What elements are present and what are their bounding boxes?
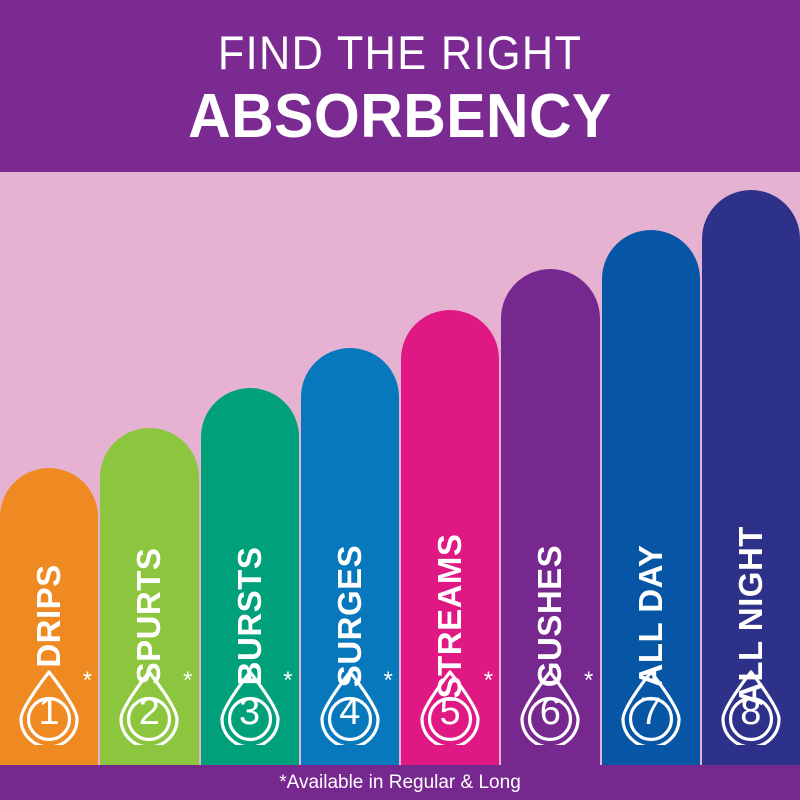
- bar-label-1: DRIPS: [30, 564, 68, 668]
- absorbency-level-number-1: 1: [38, 690, 60, 733]
- droplet-icon: 5 *: [413, 667, 493, 749]
- droplet-icon: 6 *: [513, 667, 593, 749]
- absorbency-level-number-7: 7: [640, 690, 662, 733]
- droplet-icon: 7: [614, 667, 688, 749]
- availability-note: *Available in Regular & Long: [279, 771, 521, 793]
- absorbency-bar-8[interactable]: ALL NIGHT 8: [701, 190, 800, 765]
- footer-note-bar: *Available in Regular & Long: [0, 765, 800, 800]
- absorbency-level-number-8: 8: [740, 690, 762, 733]
- bar-label-7: ALL DAY: [631, 544, 669, 688]
- absorbency-bar-chart: DRIPS 1 * SPURTS 2 * BURSTS 3 * SURGES 4 * STREAMS 5 *…: [0, 172, 800, 765]
- absorbency-level-number-6: 6: [539, 690, 561, 733]
- asterisk-marker-2: *: [183, 667, 193, 694]
- droplet-icon: 8: [714, 667, 788, 749]
- page-title-line1: FIND THE RIGHT: [217, 25, 583, 79]
- absorbency-bar-4[interactable]: SURGES 4 *: [300, 348, 399, 765]
- absorbency-bar-6[interactable]: GUSHES 6 *: [501, 269, 600, 765]
- bar-label-3: BURSTS: [230, 546, 268, 686]
- absorbency-bar-7[interactable]: ALL DAY 7: [601, 230, 700, 765]
- bar-label-4: SURGES: [330, 544, 368, 688]
- asterisk-marker-5: *: [483, 667, 494, 694]
- asterisk-marker-3: *: [283, 667, 293, 694]
- absorbency-bar-1[interactable]: DRIPS 1 *: [0, 468, 99, 765]
- absorbency-level-number-4: 4: [339, 690, 361, 733]
- bar-label-2: SPURTS: [130, 547, 168, 685]
- asterisk-marker-1: *: [82, 667, 93, 694]
- droplet-icon: 2 *: [112, 667, 192, 749]
- droplet-icon: 1 *: [12, 667, 92, 749]
- asterisk-marker-4: *: [383, 667, 393, 694]
- header-banner: FIND THE RIGHT ABSORBENCY: [0, 0, 800, 172]
- absorbency-bar-2[interactable]: SPURTS 2 *: [100, 428, 199, 765]
- absorbency-bar-5[interactable]: STREAMS 5 *: [401, 310, 500, 765]
- droplet-icon: 3 *: [213, 667, 293, 749]
- page-title-line2: ABSORBENCY: [188, 81, 612, 151]
- absorbency-bar-3[interactable]: BURSTS 3 *: [200, 388, 299, 765]
- absorbency-level-number-3: 3: [239, 690, 261, 733]
- absorbency-level-number-5: 5: [439, 690, 461, 733]
- asterisk-marker-6: *: [584, 667, 594, 694]
- droplet-icon: 4 *: [313, 667, 393, 749]
- absorbency-level-number-2: 2: [138, 690, 160, 733]
- bar-label-6: GUSHES: [531, 544, 569, 688]
